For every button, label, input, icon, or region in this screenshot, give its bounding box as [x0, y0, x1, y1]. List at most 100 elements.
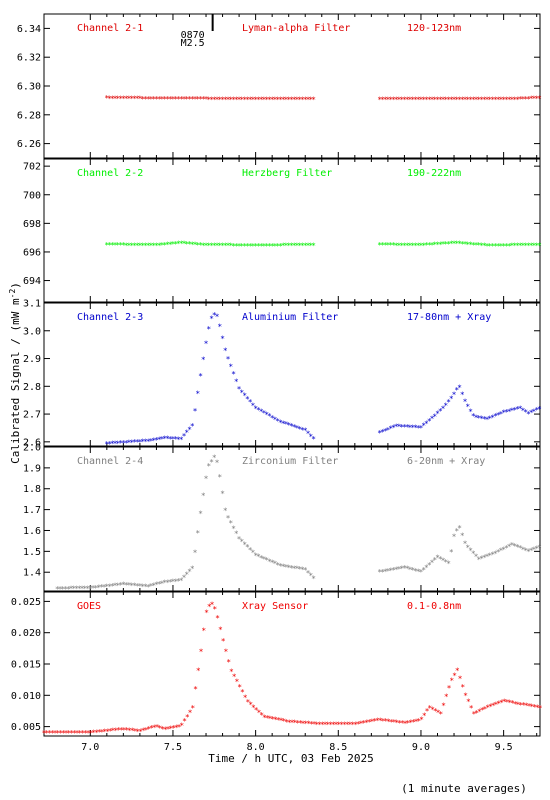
data-point: * [339, 721, 344, 730]
data-point: * [447, 684, 452, 693]
data-point: * [403, 719, 408, 728]
data-point: * [460, 683, 465, 692]
data-point: * [212, 605, 217, 614]
data-point: * [124, 439, 129, 448]
data-point: * [182, 432, 187, 441]
data-point: * [215, 313, 220, 322]
data-point: * [137, 438, 142, 447]
data-point: * [228, 242, 233, 251]
data-point: * [146, 583, 151, 592]
data-point: * [509, 95, 514, 104]
flare-id-label: 0870 [181, 30, 205, 41]
data-point: * [188, 708, 193, 717]
data-point: * [402, 241, 407, 250]
data-point: * [532, 242, 537, 251]
data-point: * [308, 572, 313, 581]
data-point: * [217, 95, 222, 104]
data-point: * [195, 529, 200, 538]
panel-1: 6.26 6.28 6.30 6.32 6.34 Channel 2-1 Lyman-alp… [17, 13, 542, 159]
data-point: * [419, 568, 424, 577]
data-point: * [521, 545, 526, 554]
data-point: * [534, 94, 539, 103]
panel-frame [43, 302, 541, 447]
data-point: * [463, 96, 468, 105]
data-point: * [509, 242, 514, 251]
data-point: * [421, 422, 426, 431]
data-point: * [267, 412, 272, 421]
data-point: * [107, 582, 112, 591]
data-point: * [281, 419, 286, 428]
data-point: * [278, 418, 283, 427]
data-point: * [245, 95, 250, 104]
data-point: * [119, 726, 124, 735]
data-point: * [157, 241, 162, 250]
data-point: * [377, 429, 382, 438]
data-point: * [168, 95, 173, 104]
data-point: * [289, 96, 294, 105]
data-point: * [42, 729, 47, 738]
data-point: * [218, 626, 223, 635]
data-point: * [217, 473, 222, 482]
data-point: * [69, 585, 74, 594]
data-point: * [397, 423, 402, 432]
data-point: * [394, 96, 399, 105]
data-point: * [454, 96, 459, 105]
data-point: * [397, 565, 402, 574]
data-point: * [509, 541, 514, 550]
data-point: * [275, 561, 280, 570]
data-point: * [463, 691, 468, 700]
x-tick-label: 8.5 [329, 742, 347, 753]
channel-label: Channel 2-2 [77, 168, 143, 179]
data-point: * [85, 585, 90, 594]
data-point: * [259, 96, 264, 105]
data-point: * [261, 409, 266, 418]
data-point: * [231, 370, 236, 379]
data-point: * [303, 427, 308, 436]
data-point: * [416, 568, 421, 577]
data-point: * [430, 415, 435, 424]
data-point: * [515, 405, 520, 414]
data-point: * [195, 95, 200, 104]
data-point: * [151, 241, 156, 250]
data-point: * [446, 560, 451, 569]
data-point: * [91, 584, 96, 593]
y-tick-label: 0.010 [11, 691, 41, 702]
y-tick-label: 1.4 [23, 568, 41, 579]
data-point: * [259, 711, 264, 720]
channel-label: Channel 2-1 [77, 23, 143, 34]
data-point: * [286, 242, 291, 251]
data-point: * [490, 413, 495, 422]
data-point: * [143, 95, 148, 104]
data-point: * [353, 721, 358, 730]
data-point: * [367, 718, 372, 727]
data-point: * [173, 240, 178, 249]
data-point: * [190, 565, 195, 574]
data-point: * [127, 726, 132, 735]
data-point: * [74, 585, 79, 594]
data-point: * [476, 556, 481, 565]
data-point: * [430, 706, 435, 715]
data-point: * [149, 241, 154, 250]
data-point: * [149, 437, 154, 446]
data-point: * [424, 563, 429, 572]
data-point: * [377, 241, 382, 250]
data-point: * [121, 94, 126, 103]
data-point: * [193, 241, 198, 250]
data-point: * [394, 565, 399, 574]
data-point: * [518, 544, 523, 553]
data-point: * [391, 566, 396, 575]
data-point: * [454, 527, 459, 536]
filter-label: Aluminium Filter [242, 312, 338, 323]
data-point: * [126, 95, 131, 104]
data-point: * [204, 339, 209, 348]
data-point: * [91, 729, 96, 738]
data-point: * [124, 726, 129, 735]
data-point: * [198, 510, 203, 519]
x-axis-label: Time / h UTC, 03 Feb 2025 [208, 752, 374, 765]
panel-frame [43, 158, 541, 303]
y-tick-label: 2.6 [23, 437, 41, 448]
data-point: * [424, 419, 429, 428]
data-point: * [264, 242, 269, 251]
data-point: * [248, 701, 253, 710]
data-point: * [454, 386, 459, 395]
